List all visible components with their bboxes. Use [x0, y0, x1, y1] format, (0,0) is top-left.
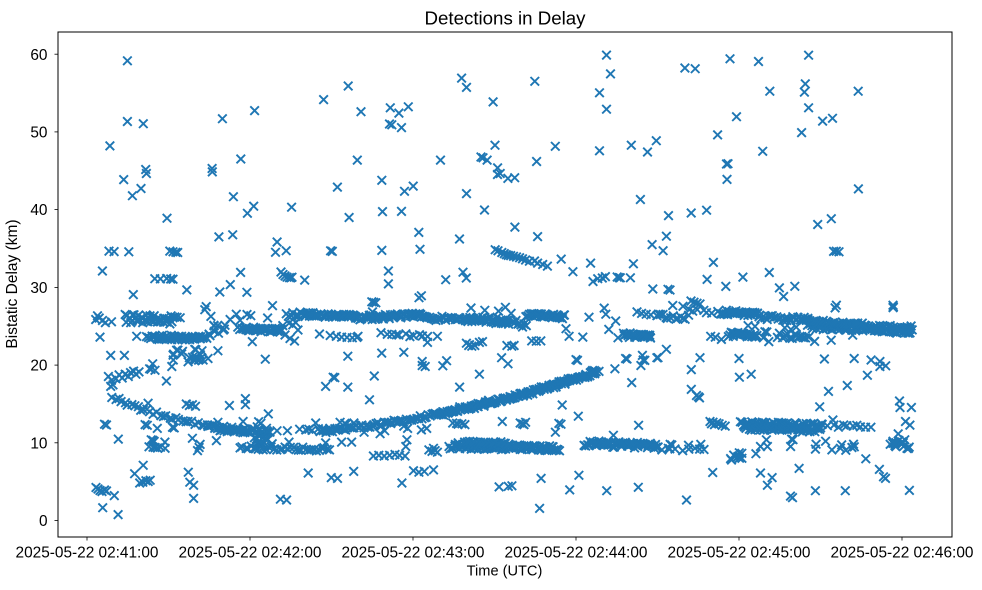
svg-text:2025-05-22 02:41:00: 2025-05-22 02:41:00	[16, 544, 159, 561]
svg-text:2025-05-22 02:44:00: 2025-05-22 02:44:00	[505, 544, 648, 561]
svg-text:2025-05-22 02:43:00: 2025-05-22 02:43:00	[342, 544, 485, 561]
svg-text:10: 10	[30, 435, 47, 452]
svg-text:20: 20	[30, 358, 47, 375]
svg-text:Time (UTC): Time (UTC)	[467, 564, 543, 580]
svg-text:2025-05-22 02:45:00: 2025-05-22 02:45:00	[668, 544, 811, 561]
svg-text:2025-05-22 02:46:00: 2025-05-22 02:46:00	[831, 544, 974, 561]
svg-text:40: 40	[30, 202, 47, 219]
svg-text:2025-05-22 02:42:00: 2025-05-22 02:42:00	[179, 544, 322, 561]
svg-text:30: 30	[30, 280, 47, 297]
svg-text:50: 50	[30, 125, 47, 142]
svg-text:Bistatic Delay (km): Bistatic Delay (km)	[4, 219, 21, 348]
svg-text:Detections in Delay: Detections in Delay	[425, 8, 587, 29]
svg-text:60: 60	[30, 47, 47, 64]
svg-text:0: 0	[39, 513, 48, 530]
